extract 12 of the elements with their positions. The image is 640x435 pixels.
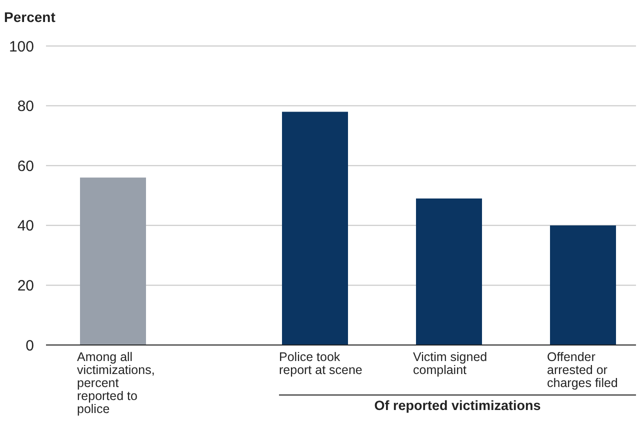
y-tick-label: 100 [8,38,34,56]
x-tick-label: Victim signed complaint [413,350,488,377]
y-tick-label: 60 [17,158,34,175]
x-tick-label: Police took report at scene [279,350,362,377]
y-tick-label: 40 [17,218,34,235]
y-tick-label: 0 [26,337,34,354]
x-tick-label: Among all victimizations, percent reported to police [77,350,155,416]
y-tick-label: 80 [17,98,34,116]
x-tick-label: Offender arrested or charges filed [547,350,618,390]
y-tick-label: 20 [17,277,34,294]
text: Of reported victimizations [374,398,541,413]
y-axis-title: Percent [4,9,56,25]
